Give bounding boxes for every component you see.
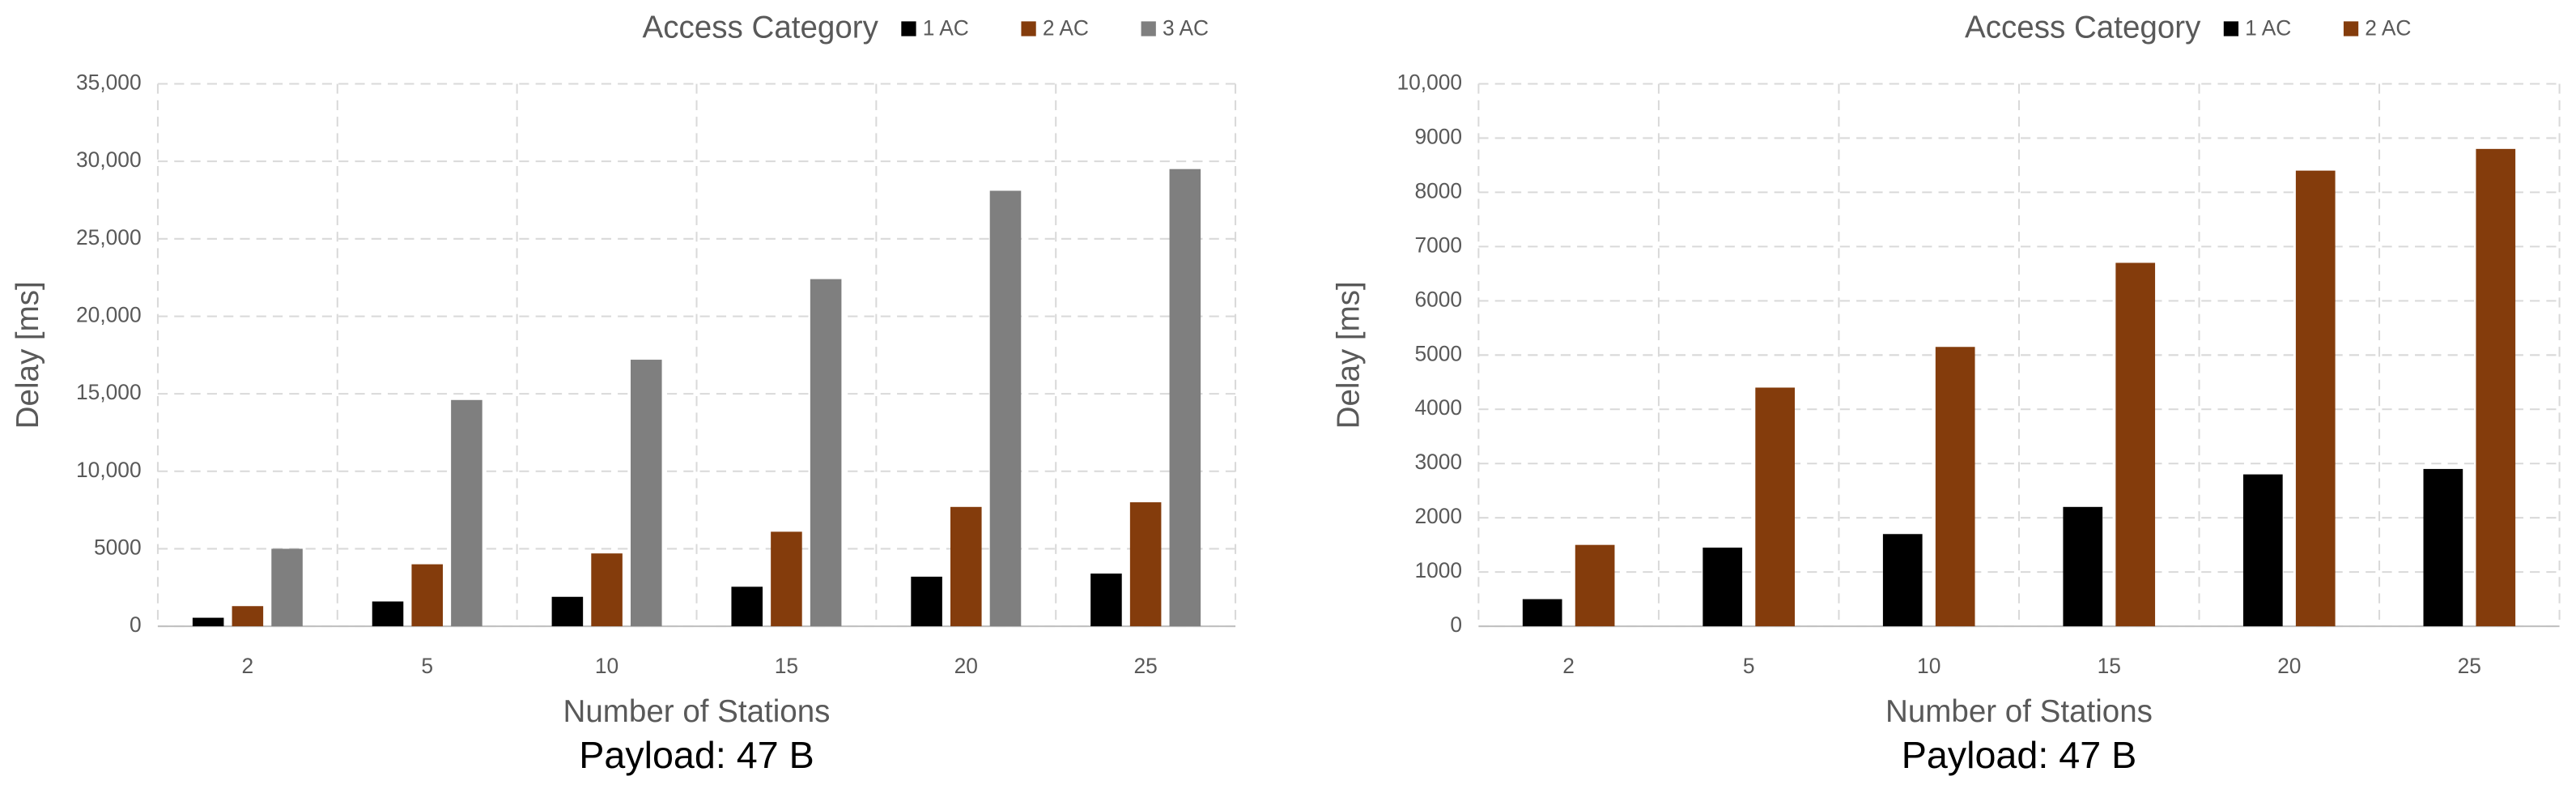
y-tick-label: 3000: [1414, 450, 1462, 474]
x-tick-label: 5: [421, 654, 433, 678]
x-axis-label: Number of Stations: [563, 694, 831, 729]
chart: 0 5000 10,000 15,000 20,000 25,000 30,000 35,00…: [11, 11, 1237, 776]
bar: [810, 279, 842, 627]
legend-title: Access Category: [643, 11, 879, 45]
bar: [2242, 474, 2283, 627]
bar: [192, 617, 224, 627]
y-tick-label: 9000: [1414, 124, 1462, 148]
legend-label: 1 AC: [2245, 15, 2291, 40]
bar: [1935, 347, 1975, 627]
y-axis-label: Delay [ms]: [11, 281, 45, 429]
bar: [1702, 548, 1743, 627]
x-tick-label: 15: [775, 654, 798, 678]
bar: [950, 506, 982, 627]
y-tick-label: 35,000: [76, 70, 142, 94]
y-tick-label: 30,000: [76, 147, 142, 172]
legend-swatch: [2343, 21, 2359, 36]
bar: [1755, 387, 1795, 627]
bar: [411, 564, 443, 627]
y-tick-label: 6000: [1414, 287, 1462, 311]
y-tick-label: 0: [130, 612, 142, 637]
bar: [2423, 468, 2463, 627]
x-tick-label: 10: [1917, 654, 1941, 678]
bar: [232, 606, 264, 627]
bar: [2115, 262, 2156, 627]
legend-swatch: [1141, 21, 1156, 36]
legend-label: 1 AC: [923, 15, 969, 40]
y-axis-label: Delay [ms]: [1331, 281, 1366, 429]
x-tick-label: 20: [954, 654, 978, 678]
y-tick-label: 7000: [1414, 232, 1462, 257]
bar: [1090, 574, 1122, 627]
x-tick-label: 25: [2458, 654, 2481, 678]
bar: [1522, 599, 1562, 627]
x-tick-label: 25: [1133, 654, 1157, 678]
caption: Payload: 47 B: [1902, 734, 2137, 776]
bar: [771, 531, 802, 627]
x-tick-label: 10: [595, 654, 618, 678]
bar: [2063, 506, 2103, 627]
bar: [591, 553, 623, 627]
legend-label: 2 AC: [2365, 15, 2411, 40]
legend-swatch: [901, 21, 916, 36]
legend-swatch: [1021, 21, 1036, 36]
y-tick-label: 25,000: [76, 225, 142, 249]
x-tick-label: 2: [1562, 654, 1575, 678]
bar: [1129, 502, 1162, 627]
bar: [1575, 544, 1615, 627]
bar: [731, 586, 763, 627]
bar: [2476, 148, 2516, 627]
chart: 0 1000 2000 3000 4000 5000 6000 7000 8000 9000 10,…: [1331, 11, 2561, 776]
bar: [271, 548, 303, 627]
y-tick-label: 2000: [1414, 504, 1462, 528]
y-tick-label: 1000: [1414, 558, 1462, 582]
y-tick-label: 10,000: [76, 458, 142, 482]
bar: [989, 190, 1022, 627]
legend-swatch: [2223, 21, 2239, 36]
bar: [372, 601, 404, 627]
y-tick-label: 10,000: [1396, 70, 1462, 94]
caption: Payload: 47 B: [579, 734, 814, 776]
bar: [451, 399, 482, 627]
legend-label: 2 AC: [1043, 15, 1089, 40]
legend-label: 3 AC: [1163, 15, 1209, 40]
bar: [1882, 534, 1923, 627]
y-tick-label: 20,000: [76, 302, 142, 326]
x-tick-label: 2: [242, 654, 254, 678]
x-tick-label: 20: [2277, 654, 2301, 678]
x-axis-label: Number of Stations: [1885, 694, 2153, 729]
y-tick-label: 5000: [1414, 341, 1462, 365]
x-tick-label: 5: [1743, 654, 1755, 678]
y-tick-label: 5000: [94, 535, 142, 559]
bar: [911, 576, 942, 627]
bar: [1169, 168, 1201, 627]
y-tick-label: 0: [1450, 612, 1462, 637]
bar: [2295, 170, 2336, 627]
y-tick-label: 4000: [1414, 395, 1462, 420]
legend-title: Access Category: [1965, 11, 2201, 45]
y-tick-label: 15,000: [76, 380, 142, 404]
y-tick-label: 8000: [1414, 178, 1462, 203]
bar: [551, 596, 584, 627]
x-tick-label: 15: [2098, 654, 2121, 678]
bar: [630, 360, 662, 627]
